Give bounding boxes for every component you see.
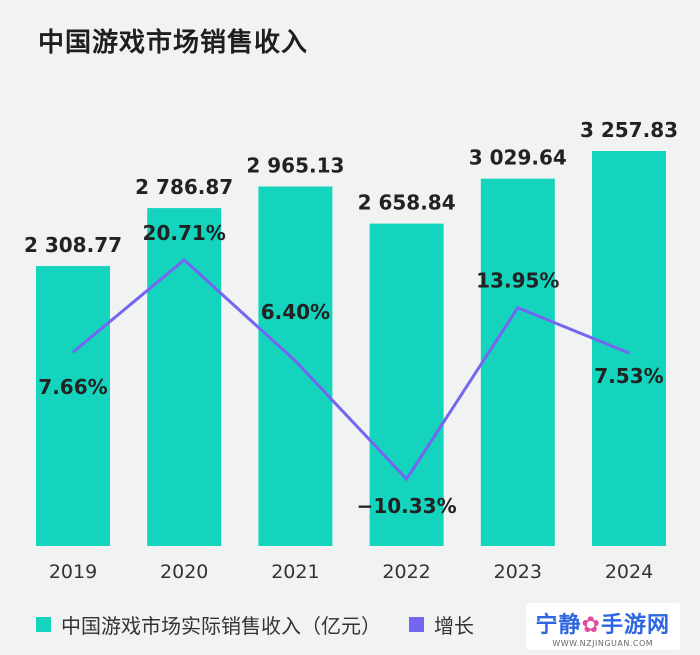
growth-label-2023: 13.95% [476, 269, 559, 293]
x-tick-label-2019: 2019 [49, 561, 97, 583]
watermark-text-left: 宁静 [535, 613, 582, 638]
bar-2019 [36, 266, 110, 546]
growth-point-2024 [628, 352, 630, 354]
legend-swatch-growth [409, 617, 424, 632]
growth-label-2020: 20.71% [143, 221, 226, 245]
legend-label-growth: 增长 [434, 614, 474, 638]
bar-2023 [480, 178, 555, 546]
x-tick-label-2024: 2024 [605, 561, 653, 583]
bar-2020 [147, 208, 222, 547]
watermark-text-right: 手游网 [600, 613, 670, 638]
bar-2022 [369, 223, 444, 546]
growth-label-2021: 6.40% [261, 300, 330, 324]
bar-value-label-2023: 3 029.64 [469, 146, 567, 170]
growth-point-2019 [72, 351, 74, 353]
watermark-logo: 宁静✿手游网 WWW.NZJINGUAN.COM [525, 603, 680, 650]
chart: 2 308.77 2019 2 786.87 2020 2 965.13 2021 2 65… [24, 118, 678, 583]
growth-point-2021 [294, 360, 296, 362]
bar-2024 [592, 151, 666, 546]
watermark-flower-icon: ✿ [581, 613, 601, 638]
growth-label-2019: 7.66% [38, 375, 107, 399]
legend-item-growth: 增长 [409, 610, 474, 639]
growth-label-2022: −10.33% [357, 494, 457, 518]
watermark-url: WWW.NZJINGUAN.COM [552, 639, 654, 648]
legend-swatch-revenue [36, 617, 51, 632]
x-tick-label-2021: 2021 [271, 561, 319, 583]
growth-line [72, 258, 630, 482]
growth-point-2020 [183, 259, 185, 261]
legend-label-revenue: 中国游戏市场实际销售收入（亿元） [61, 614, 381, 638]
bar-2021 [258, 186, 333, 546]
bar-value-label-2022: 2 658.84 [358, 191, 456, 215]
bar-value-label-2019: 2 308.77 [24, 233, 122, 257]
growth-label-2024: 7.53% [594, 364, 663, 388]
x-tick-label-2022: 2022 [382, 561, 430, 583]
x-tick-label-2020: 2020 [160, 561, 208, 583]
growth-point-2023 [517, 307, 519, 309]
bar-value-label-2021: 2 965.13 [246, 153, 344, 177]
chart-title: 中国游戏市场销售收入 [38, 28, 309, 58]
x-tick-label-2023: 2023 [494, 561, 542, 583]
legend: 中国游戏市场实际销售收入（亿元） 增长 [36, 610, 502, 639]
growth-point-2022 [406, 478, 408, 480]
legend-item-revenue: 中国游戏市场实际销售收入（亿元） [36, 610, 381, 639]
bar-value-label-2020: 2 786.87 [135, 175, 233, 199]
bar-value-label-2024: 3 257.83 [580, 118, 678, 142]
